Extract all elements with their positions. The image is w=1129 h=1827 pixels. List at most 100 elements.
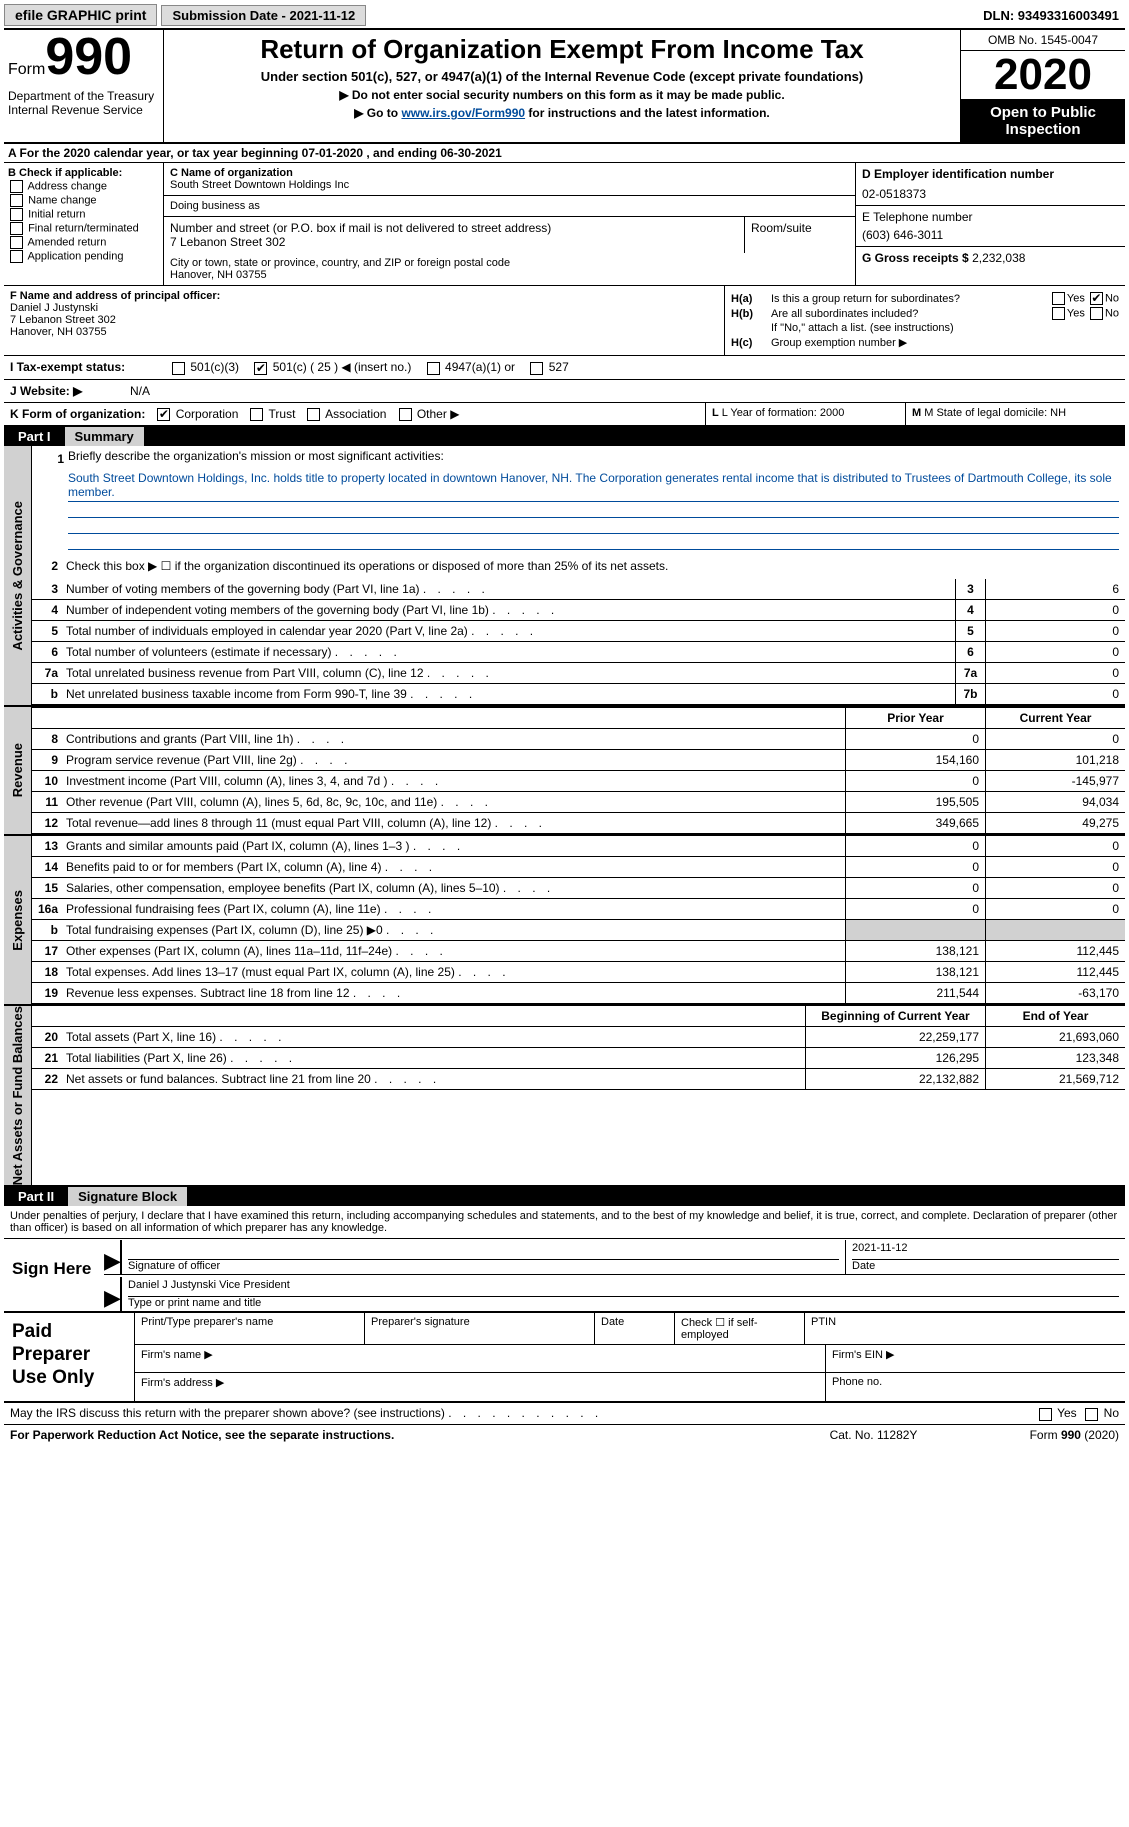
gross-value: 2,232,038 (972, 251, 1025, 265)
tax-status-label: I Tax-exempt status: (10, 360, 170, 374)
city-value: Hanover, NH 03755 (170, 269, 849, 281)
chk-other[interactable] (399, 408, 412, 421)
table-row: 8Contributions and grants (Part VIII, li… (32, 729, 1125, 750)
part1-revenue: Revenue Prior Year Current Year 8Contrib… (4, 707, 1125, 836)
section-bcd: B Check if applicable: Address change Na… (4, 163, 1125, 286)
open-to-public: Open to Public Inspection (961, 100, 1125, 142)
irs-yes[interactable] (1039, 1408, 1052, 1421)
state-domicile: M M State of legal domicile: NH (905, 403, 1125, 425)
ha-no[interactable] (1090, 292, 1103, 305)
sidetab-netassets: Net Assets or Fund Balances (4, 1006, 32, 1185)
chk-501c3[interactable] (172, 362, 185, 375)
preparer-name-label: Print/Type preparer's name (134, 1313, 364, 1344)
preparer-ptin-label: PTIN (804, 1313, 1125, 1344)
ein-label: D Employer identification number (862, 167, 1119, 181)
footer: For Paperwork Reduction Act Notice, see … (4, 1425, 1125, 1445)
signature-date: 2021-11-12 (852, 1242, 1119, 1260)
hdr-end-year: End of Year (985, 1006, 1125, 1026)
hc-text: Group exemption number ▶ (771, 336, 1119, 349)
chk-final-return[interactable]: Final return/terminated (8, 222, 159, 235)
preparer-date-label: Date (594, 1313, 674, 1344)
ha-text: Is this a group return for subordinates? (771, 293, 1050, 305)
chk-trust[interactable] (250, 408, 263, 421)
tax-year: 2020 (961, 51, 1125, 100)
mission-text: South Street Downtown Holdings, Inc. hol… (68, 469, 1119, 502)
table-row: 5Total number of individuals employed in… (32, 621, 1125, 642)
form-ref: Form 990 (2020) (1030, 1428, 1119, 1442)
firm-phone-label: Phone no. (825, 1373, 1125, 1401)
tel-value: (603) 646-3011 (862, 228, 1119, 242)
officer-addr1: 7 Lebanon Street 302 (10, 314, 718, 326)
officer-addr2: Hanover, NH 03755 (10, 326, 718, 338)
gross-label: G Gross receipts $ (862, 251, 969, 265)
table-row: 10Investment income (Part VIII, column (… (32, 771, 1125, 792)
department: Department of the Treasury Internal Reve… (8, 89, 159, 117)
chk-amended-return[interactable]: Amended return (8, 236, 159, 249)
signature-label: Signature of officer (128, 1260, 839, 1272)
firm-name-label: Firm's name ▶ (134, 1345, 825, 1372)
table-row: 3Number of voting members of the governi… (32, 579, 1125, 600)
chk-application-pending[interactable]: Application pending (8, 250, 159, 263)
chk-527[interactable] (530, 362, 543, 375)
hb-yes[interactable] (1052, 307, 1065, 320)
part1-title: Summary (65, 427, 144, 446)
firm-addr-label: Firm's address ▶ (134, 1373, 825, 1401)
preparer-sig-label: Preparer's signature (364, 1313, 594, 1344)
table-row: 11Other revenue (Part VIII, column (A), … (32, 792, 1125, 813)
hb-no[interactable] (1090, 307, 1103, 320)
section-fgh: F Name and address of principal officer:… (4, 286, 1125, 356)
hb-note: If "No," attach a list. (see instruction… (771, 322, 1119, 334)
website-value: N/A (130, 384, 150, 398)
table-row: 17Other expenses (Part IX, column (A), l… (32, 941, 1125, 962)
sidetab-governance: Activities & Governance (4, 446, 32, 705)
paid-preparer-label: Paid Preparer Use Only (4, 1313, 134, 1401)
table-row: 4Number of independent voting members of… (32, 600, 1125, 621)
irs-discuss-text: May the IRS discuss this return with the… (10, 1406, 445, 1420)
section-b: B Check if applicable: Address change Na… (4, 163, 164, 285)
form-header: Form990 Department of the Treasury Inter… (4, 30, 1125, 144)
table-row: 7aTotal unrelated business revenue from … (32, 663, 1125, 684)
table-row: 18Total expenses. Add lines 13–17 (must … (32, 962, 1125, 983)
sidetab-revenue: Revenue (4, 707, 32, 834)
chk-corporation[interactable] (157, 408, 170, 421)
preparer-block: Paid Preparer Use Only Print/Type prepar… (4, 1313, 1125, 1403)
section-c: C Name of organization South Street Down… (164, 163, 855, 285)
ha-yes[interactable] (1052, 292, 1065, 305)
irs-discuss-row: May the IRS discuss this return with the… (4, 1403, 1125, 1424)
table-row: 16aProfessional fundraising fees (Part I… (32, 899, 1125, 920)
table-row: 6Total number of volunteers (estimate if… (32, 642, 1125, 663)
website-label: J Website: ▶ (10, 384, 130, 398)
part2-num: Part II (4, 1187, 68, 1206)
chk-address-change[interactable]: Address change (8, 180, 159, 193)
form-number: 990 (45, 28, 132, 86)
chk-name-change[interactable]: Name change (8, 194, 159, 207)
chk-4947[interactable] (427, 362, 440, 375)
part1-num: Part I (4, 427, 65, 446)
form-link[interactable]: www.irs.gov/Form990 (401, 106, 525, 120)
part1-governance: Activities & Governance 1 Briefly descri… (4, 446, 1125, 707)
table-row: 9Program service revenue (Part VIII, lin… (32, 750, 1125, 771)
form-note-ssn: ▶ Do not enter social security numbers o… (168, 88, 956, 102)
officer-name: Daniel J Justynski (10, 302, 718, 314)
chk-association[interactable] (307, 408, 320, 421)
part2-title: Signature Block (68, 1187, 187, 1206)
chk-501c[interactable] (254, 362, 267, 375)
officer-label: F Name and address of principal officer: (10, 290, 718, 302)
signature-intro: Under penalties of perjury, I declare th… (4, 1206, 1125, 1239)
section-b-label: B Check if applicable: (8, 167, 159, 179)
sign-here-label: Sign Here (4, 1239, 104, 1311)
sig-arrow-icon: ▶ (104, 1285, 120, 1311)
section-f: F Name and address of principal officer:… (4, 286, 725, 355)
cat-number: Cat. No. 11282Y (830, 1428, 1030, 1442)
table-row: 12Total revenue—add lines 8 through 11 (… (32, 813, 1125, 834)
officer-printed-name: Daniel J Justynski Vice President (128, 1279, 1119, 1297)
irs-no[interactable] (1085, 1408, 1098, 1421)
efile-print-button[interactable]: efile GRAPHIC print (4, 4, 157, 26)
table-row: 14Benefits paid to or for members (Part … (32, 857, 1125, 878)
sidetab-expenses: Expenses (4, 836, 32, 1004)
submission-date: Submission Date - 2021-11-12 (161, 5, 366, 26)
chk-initial-return[interactable]: Initial return (8, 208, 159, 221)
dba-label: Doing business as (170, 200, 849, 212)
signature-block: Sign Here ▶ Signature of officer 2021-11… (4, 1239, 1125, 1313)
city-label: City or town, state or province, country… (170, 257, 849, 269)
